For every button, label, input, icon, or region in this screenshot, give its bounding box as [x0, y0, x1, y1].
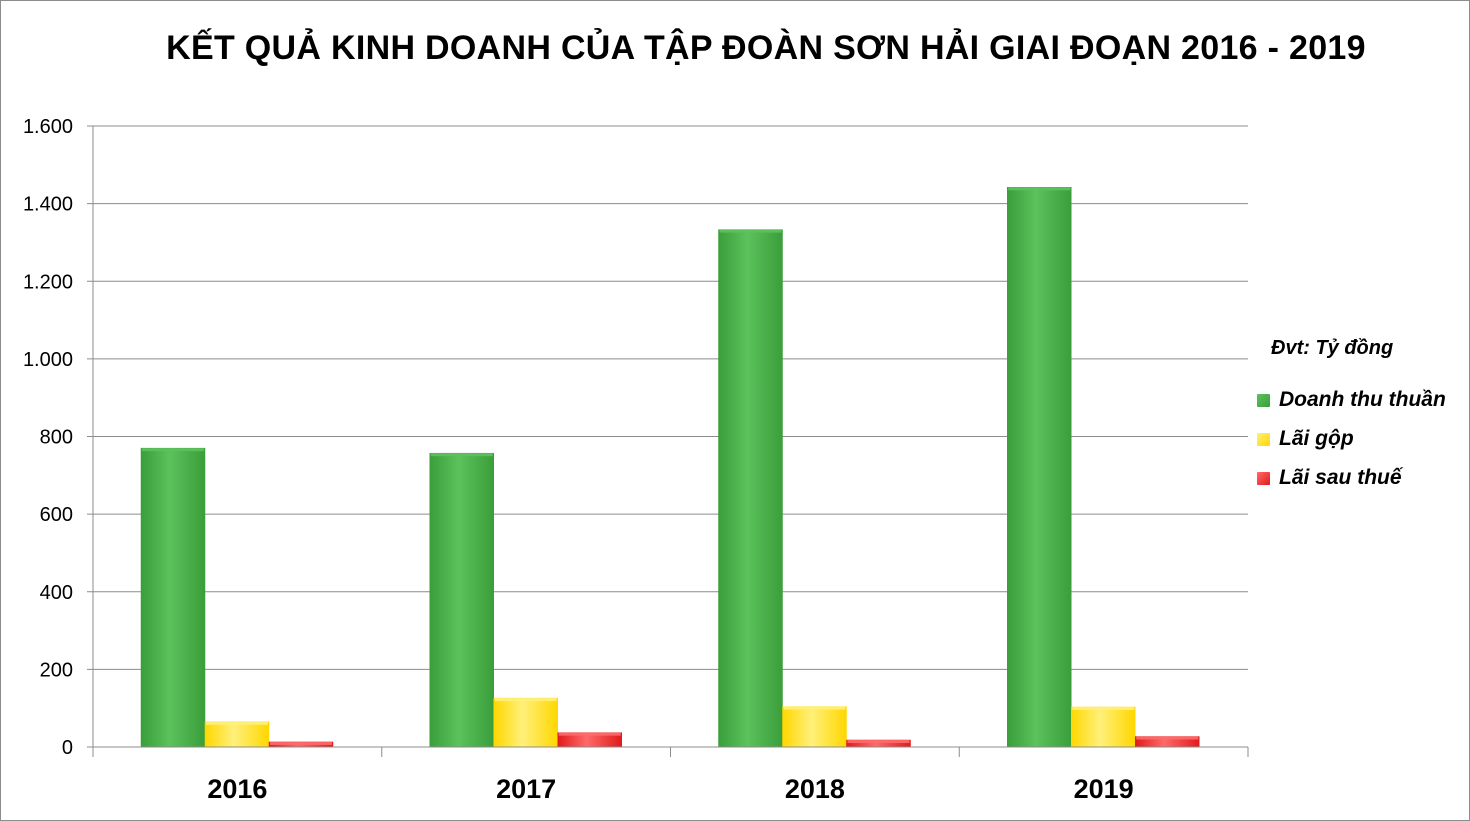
legend-item-gross-profit: Lãi gộp — [1257, 426, 1446, 452]
bar-top-highlight — [494, 698, 557, 702]
bar-lãi-gộp-2018 — [782, 706, 847, 748]
bar-doanh-thu-thuần-2017 — [429, 452, 494, 748]
bar-doanh-thu-thuần-2019 — [1007, 187, 1072, 748]
x-tick-label: 2018 — [785, 774, 845, 804]
unit-note: Đvt: Tỷ đồng — [1271, 337, 1394, 359]
y-tick-label: 1.600 — [23, 116, 73, 138]
bar-lãi-gộp-2016 — [204, 721, 270, 748]
bar-top-highlight — [1136, 736, 1199, 740]
legend-item-net-profit: Lãi sau thuế — [1257, 465, 1446, 491]
bar-doanh-thu-thuần-2018 — [718, 229, 783, 748]
bar-top-highlight — [142, 448, 204, 452]
bar-top-highlight — [847, 740, 910, 744]
legend-swatch-gross-profit — [1257, 432, 1270, 446]
legend-item-revenue: Doanh thu thuần — [1257, 387, 1446, 413]
x-tick-label: 2019 — [1074, 774, 1134, 804]
bar-lãi-gộp-2019 — [1071, 706, 1136, 748]
bar-top-highlight — [270, 741, 332, 745]
legend-label-gross-profit: Lãi gộp — [1279, 427, 1354, 450]
bar-doanh-thu-thuần-2016 — [140, 447, 206, 748]
legend: Doanh thu thuần Lãi gộp Lãi sau thuế — [1257, 387, 1446, 504]
chart-title: KẾT QUẢ KINH DOANH CỦA TẬP ĐOÀN SƠN HẢI … — [166, 29, 1366, 67]
y-tick-label: 200 — [40, 659, 73, 681]
y-tick-label: 1.000 — [23, 349, 73, 371]
bar-top-highlight — [430, 453, 493, 457]
bar-top-highlight — [558, 732, 621, 736]
bar-lãi-gộp-2017 — [493, 697, 558, 748]
y-tick-label: 600 — [40, 504, 73, 526]
bar-top-highlight — [206, 721, 268, 725]
bar-top-highlight — [783, 706, 846, 710]
y-tick-label: 1.400 — [23, 194, 73, 216]
legend-swatch-revenue — [1257, 393, 1270, 407]
y-tick-label: 400 — [40, 582, 73, 604]
y-tick-label: 800 — [40, 427, 73, 449]
y-tick-label: 0 — [62, 737, 73, 759]
legend-label-net-profit: Lãi sau thuế — [1279, 466, 1402, 489]
legend-label-revenue: Doanh thu thuần — [1279, 388, 1446, 411]
bar-top-highlight — [719, 229, 782, 233]
x-tick-label: 2017 — [496, 774, 556, 804]
y-tick-label: 1.200 — [23, 271, 73, 293]
x-tick-label: 2016 — [207, 774, 267, 804]
legend-swatch-net-profit — [1257, 471, 1270, 485]
bar-top-highlight — [1072, 707, 1135, 711]
bar-top-highlight — [1008, 187, 1071, 191]
